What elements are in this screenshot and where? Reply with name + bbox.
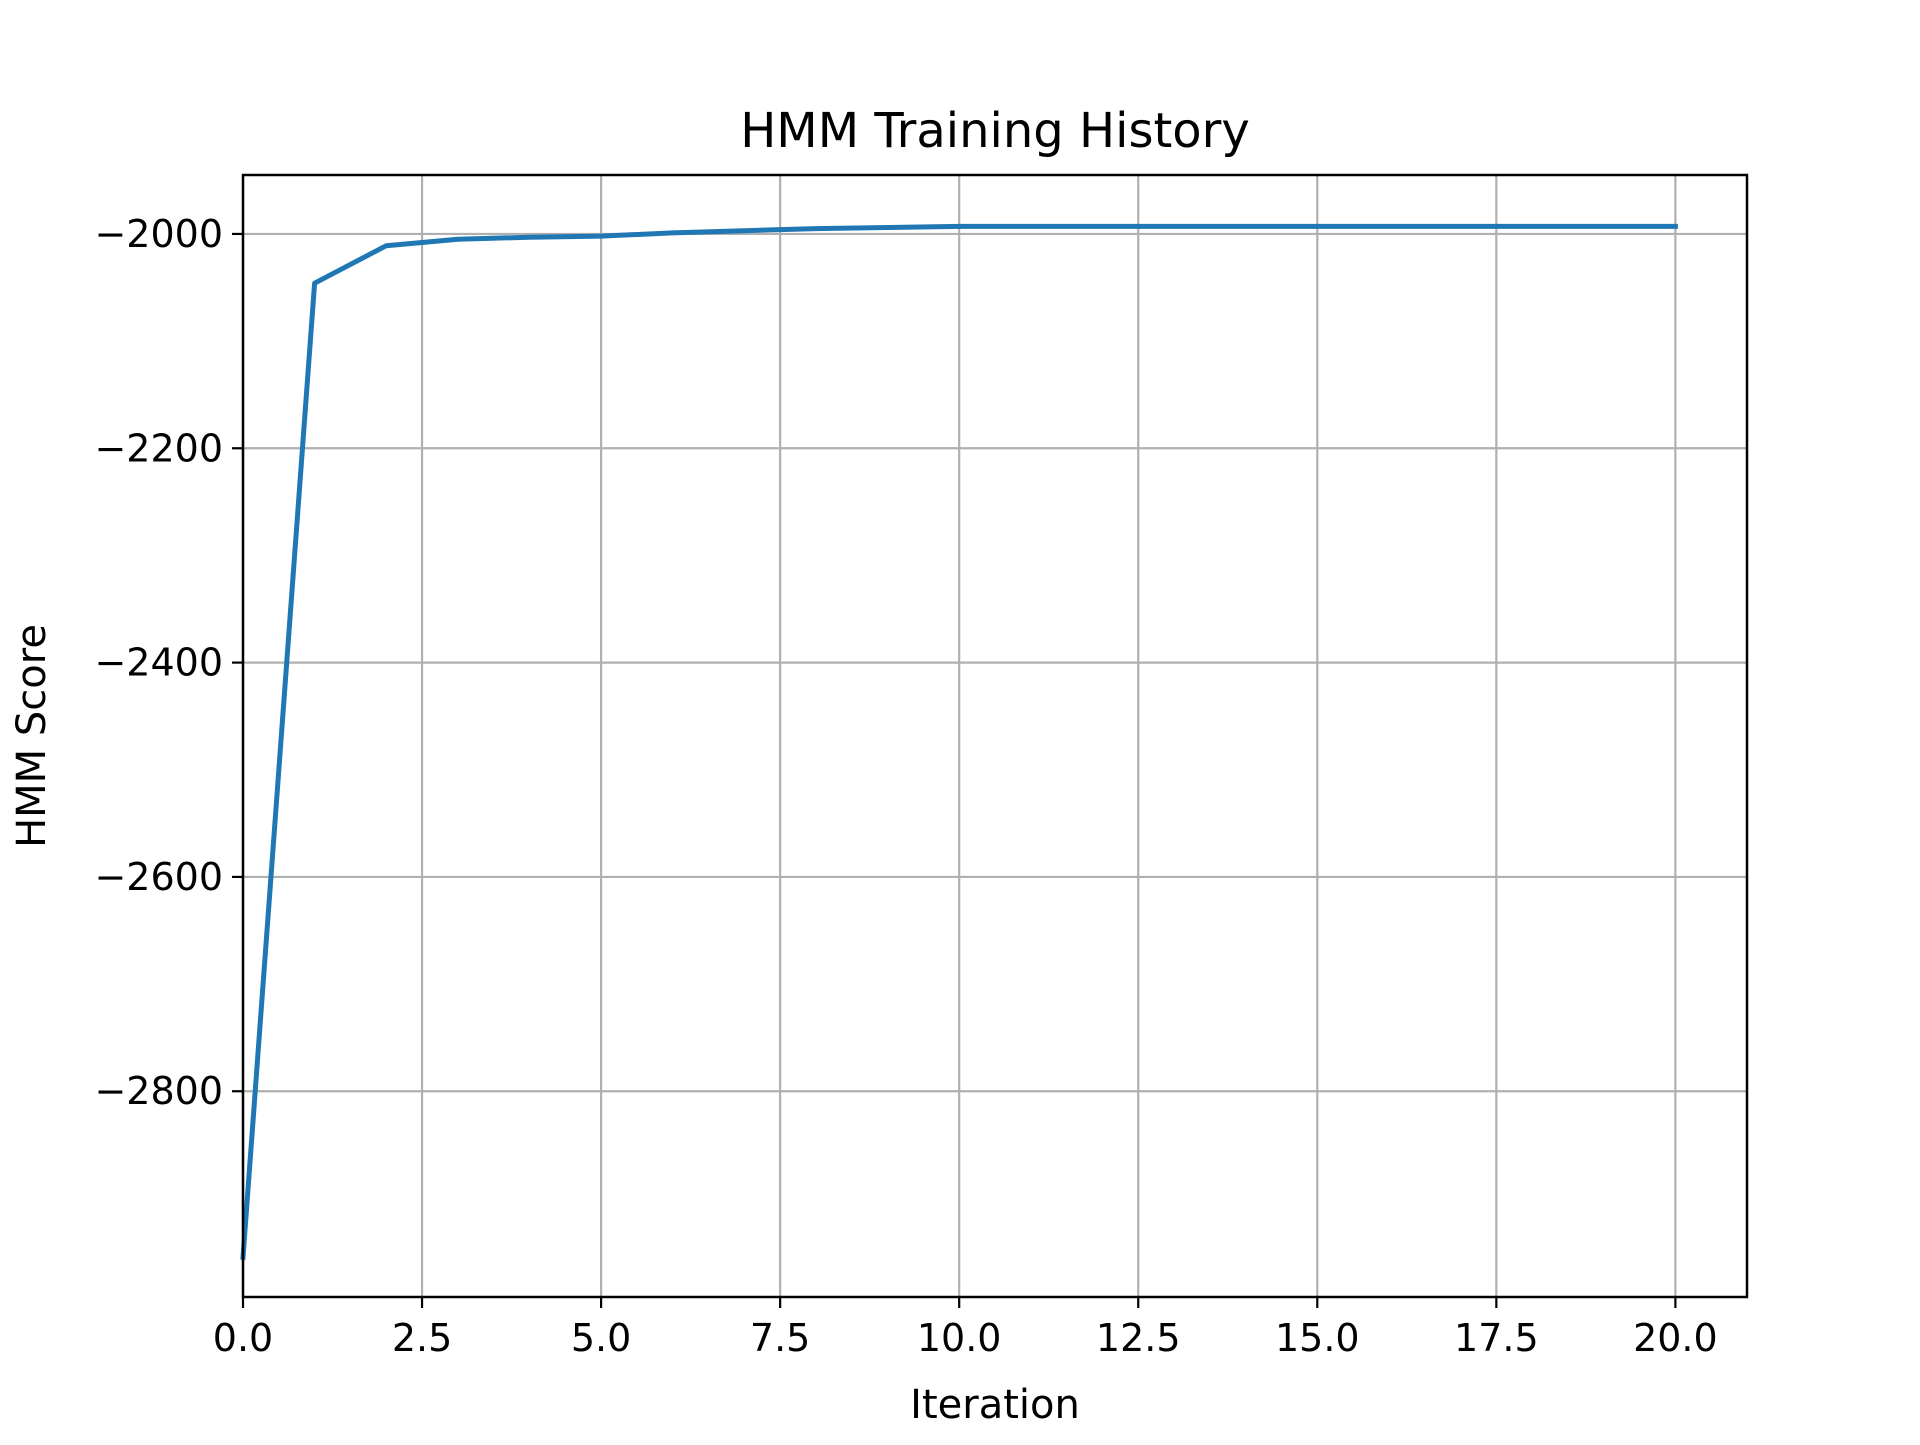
- x-tick-label: 2.5: [392, 1316, 452, 1360]
- y-tick-label: −2600: [94, 855, 223, 899]
- x-tick-label: 0.0: [213, 1316, 273, 1360]
- x-tick-label: 12.5: [1096, 1316, 1181, 1360]
- series-layer: [240, 223, 1678, 1260]
- x-tick-label: 15.0: [1275, 1316, 1360, 1360]
- x-tick-label: 17.5: [1454, 1316, 1539, 1360]
- series-line: [240, 223, 1678, 1260]
- y-axis-ticks: −2000 −2200 −2400 −2600 −2800: [94, 212, 243, 1113]
- x-tick-label: 10.0: [917, 1316, 1002, 1360]
- chart-title: HMM Training History: [740, 103, 1250, 159]
- y-tick-label: −2400: [94, 641, 223, 685]
- y-tick-label: −2000: [94, 212, 223, 256]
- x-axis-label: Iteration: [910, 1382, 1080, 1428]
- x-tick-label: 7.5: [750, 1316, 810, 1360]
- x-tick-label: 20.0: [1633, 1316, 1718, 1360]
- y-axis-label: HMM Score: [9, 624, 55, 848]
- grid-lines: [241, 175, 1747, 1297]
- y-tick-label: −2200: [94, 426, 223, 470]
- x-axis-ticks: 0.0 2.5 5.0 7.5 10.0 12.5 15.0 17.5 20.0: [213, 1297, 1718, 1360]
- x-tick-label: 5.0: [571, 1316, 631, 1360]
- plot-frame: [241, 173, 1749, 1299]
- y-tick-label: −2800: [94, 1069, 223, 1113]
